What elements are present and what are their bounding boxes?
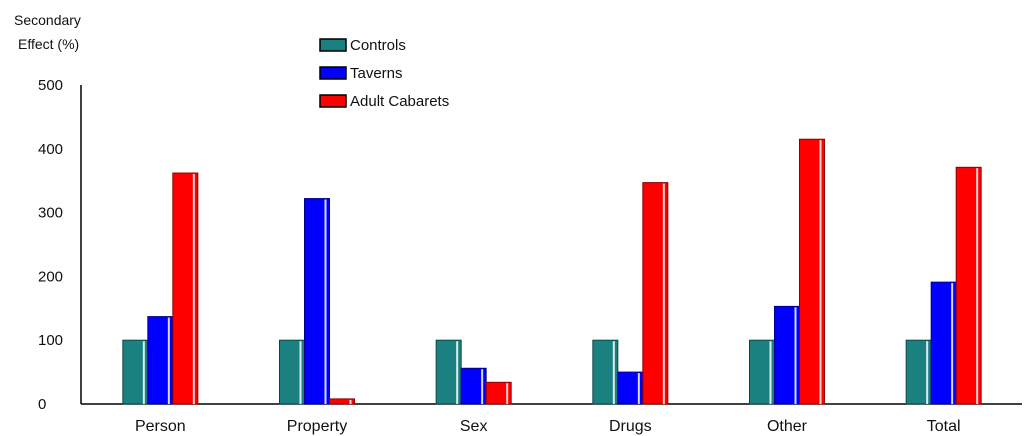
x-tick-label-property: Property: [287, 418, 347, 435]
axes: [80, 85, 1022, 405]
y-tick-label: 400: [38, 141, 63, 158]
legend-label: Adult Cabarets: [350, 93, 449, 110]
legend: Controls Taverns Adult Cabarets: [319, 37, 449, 110]
bar-controls-other: [749, 339, 775, 405]
x-tick-label-other: Other: [767, 418, 808, 435]
bar-controls-property: [279, 339, 305, 405]
legend-label: Taverns: [350, 65, 403, 82]
y-tick-label: 500: [38, 77, 63, 94]
bar-adult-cabarets-sex: [485, 381, 512, 405]
y-axis-label: Secondary Effect (%): [14, 12, 81, 52]
legend-swatch: [319, 94, 347, 108]
bar-taverns-total: [930, 281, 957, 405]
x-tick-label-drugs: Drugs: [609, 418, 652, 435]
bars: [122, 138, 982, 405]
legend-item-taverns: Taverns: [319, 65, 403, 82]
bar-controls-drugs: [592, 339, 619, 405]
legend-swatch: [319, 38, 347, 52]
bar-taverns-property: [304, 198, 330, 405]
x-tick-label-person: Person: [135, 418, 186, 435]
y-tick-label: 100: [38, 332, 63, 349]
bar-controls-person: [122, 339, 149, 405]
y-axis-label-line-2: Effect (%): [18, 36, 79, 52]
bar-taverns-person: [147, 316, 174, 405]
legend-item-adult-cabarets: Adult Cabarets: [319, 93, 449, 110]
bar-adult-cabarets-other: [799, 138, 825, 405]
bar-controls-total: [905, 339, 932, 405]
legend-label: Controls: [350, 37, 406, 54]
bar-taverns-other: [774, 305, 800, 405]
y-tick-labels: 0 100 200 300 400 500: [38, 77, 63, 413]
y-tick-label: 0: [38, 396, 46, 413]
bar-adult-cabarets-total: [955, 166, 982, 405]
bar-controls-sex: [435, 339, 462, 405]
x-tick-label-sex: Sex: [460, 418, 488, 435]
bar-adult-cabarets-property: [329, 398, 355, 405]
bar-taverns-sex: [460, 367, 487, 405]
legend-item-controls: Controls: [319, 37, 406, 54]
y-tick-label: 200: [38, 268, 63, 285]
y-tick-label: 300: [38, 205, 63, 222]
x-tick-label-total: Total: [927, 418, 961, 435]
legend-swatch: [319, 66, 347, 80]
bar-adult-cabarets-drugs: [642, 182, 669, 405]
bar-adult-cabarets-person: [172, 172, 199, 405]
y-axis-label-line-1: Secondary: [14, 12, 81, 28]
x-tick-labels: Person Property Sex Drugs Other Total: [135, 418, 961, 435]
bar-taverns-drugs: [617, 371, 644, 405]
